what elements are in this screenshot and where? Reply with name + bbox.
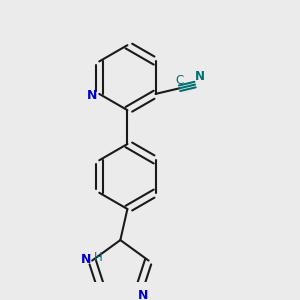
Text: N: N bbox=[87, 89, 98, 102]
Text: N: N bbox=[195, 70, 205, 83]
Text: N: N bbox=[138, 290, 148, 300]
Text: H: H bbox=[94, 251, 103, 264]
Text: C: C bbox=[176, 74, 184, 87]
Text: N: N bbox=[81, 253, 91, 266]
